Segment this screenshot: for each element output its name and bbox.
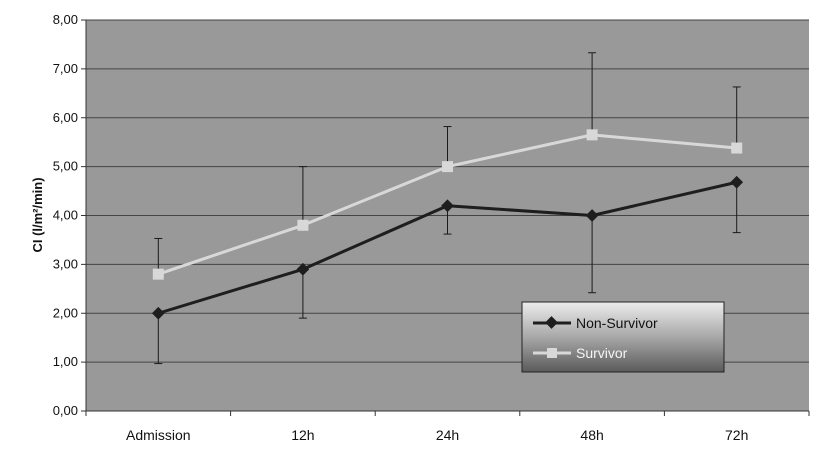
- legend-box: [521, 301, 725, 373]
- data-point-square: [297, 219, 309, 231]
- y-axis-title: CI (l/m²/min): [30, 177, 45, 252]
- error-bars: [154, 52, 741, 365]
- x-tick-label: 12h: [291, 427, 314, 443]
- data-point-square: [152, 268, 164, 280]
- y-tick-label: 7,00: [53, 61, 78, 76]
- y-tick-label: 4,00: [53, 208, 78, 223]
- x-tick-label: 72h: [725, 427, 748, 443]
- data-point-diamond: [296, 262, 310, 276]
- x-axis-tick-labels: Admission 12h 24h 48h 72h: [85, 411, 810, 443]
- data-point-diamond: [151, 306, 165, 320]
- y-tick-label: 3,00: [53, 256, 78, 271]
- legend-label-survivor: Survivor: [576, 345, 628, 361]
- data-point-square: [731, 142, 743, 154]
- y-tick-label: 6,00: [53, 110, 78, 125]
- y-tick-label: 2,00: [53, 305, 78, 320]
- data-point-square: [586, 129, 598, 141]
- gridlines: [86, 19, 809, 363]
- y-tick-label: 0,00: [53, 403, 78, 418]
- legend: Non-Survivor Survivor: [521, 301, 725, 373]
- x-tick-label: Admission: [126, 427, 191, 443]
- legend-marker-survivor: [547, 348, 557, 358]
- y-tick-label: 1,00: [53, 354, 78, 369]
- data-point-diamond: [441, 199, 454, 213]
- x-tick-label: 48h: [580, 427, 603, 443]
- legend-label-non-survivor: Non-Survivor: [576, 315, 658, 331]
- y-tick-label: 5,00: [53, 159, 78, 174]
- y-tick-label: 8,00: [53, 12, 78, 27]
- data-point-square: [442, 161, 453, 173]
- x-tick-label: 24h: [436, 427, 459, 443]
- y-axis-tick-labels: 0,00 1,00 2,00 3,00 4,00 5,00 6,00 7,00 8,00: [53, 12, 86, 418]
